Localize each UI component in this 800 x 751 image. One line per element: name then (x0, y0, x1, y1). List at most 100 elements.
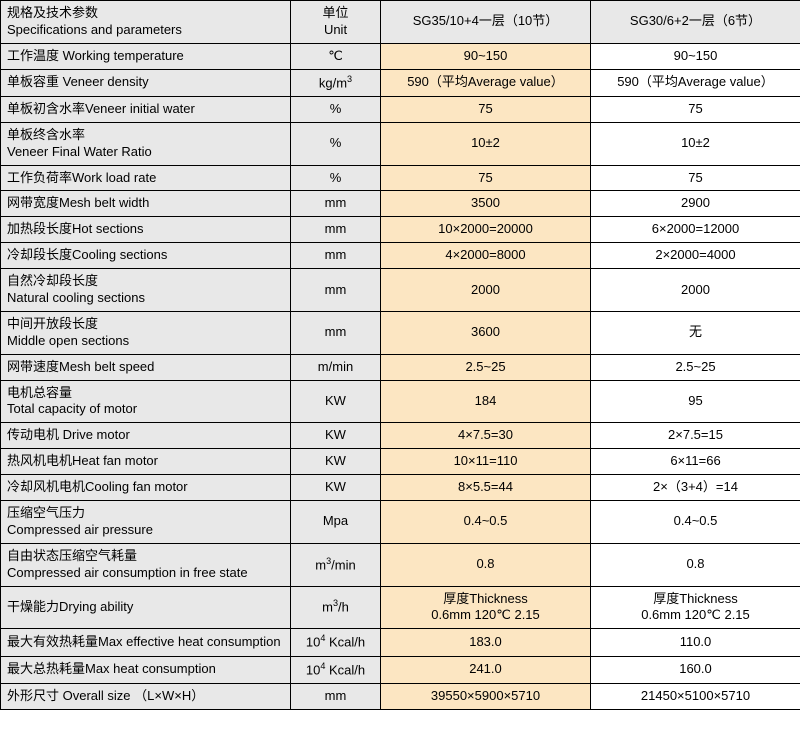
unit-cell: kg/m3 (291, 69, 381, 96)
value-b-cell: 590（平均Average value） (591, 69, 800, 96)
hdr-col-a: SG35/10+4一层（10节） (381, 1, 591, 44)
unit-cell: Mpa (291, 501, 381, 544)
spec-table: 规格及技术参数Specifications and parameters 单位U… (0, 0, 800, 710)
table-row: 冷却风机电机Cooling fan motorKW8×5.5=442×（3+4）… (1, 475, 800, 501)
value-a-cell: 厚度Thickness0.6mm 120℃ 2.15 (381, 586, 591, 629)
spec-cell: 加热段长度Hot sections (1, 217, 291, 243)
table-row: 最大有效热耗量Max effective heat consumption104… (1, 629, 800, 656)
unit-cell: ℃ (291, 43, 381, 69)
value-a-cell: 4×2000=8000 (381, 243, 591, 269)
unit-cell: m3/min (291, 543, 381, 586)
value-a-cell: 2.5~25 (381, 354, 591, 380)
unit-cell: KW (291, 475, 381, 501)
table-row: 压缩空气压力Compressed air pressureMpa0.4~0.50… (1, 501, 800, 544)
spec-cell: 网带速度Mesh belt speed (1, 354, 291, 380)
value-a-cell: 75 (381, 96, 591, 122)
unit-cell: 104 Kcal/h (291, 656, 381, 683)
table-row: 电机总容量Total capacity of motorKW18495 (1, 380, 800, 423)
value-a-cell: 75 (381, 165, 591, 191)
table-row: 网带宽度Mesh belt widthmm35002900 (1, 191, 800, 217)
unit-cell: % (291, 165, 381, 191)
table-row: 冷却段长度Cooling sectionsmm4×2000=80002×2000… (1, 243, 800, 269)
spec-cell: 干燥能力Drying ability (1, 586, 291, 629)
value-a-cell: 90~150 (381, 43, 591, 69)
unit-cell: mm (291, 311, 381, 354)
table-row: 网带速度Mesh belt speedm/min2.5~252.5~25 (1, 354, 800, 380)
value-a-cell: 590（平均Average value） (381, 69, 591, 96)
spec-cell: 热风机电机Heat fan motor (1, 449, 291, 475)
value-a-cell: 183.0 (381, 629, 591, 656)
table-row: 热风机电机Heat fan motorKW10×11=1106×11=66 (1, 449, 800, 475)
spec-cell: 冷却段长度Cooling sections (1, 243, 291, 269)
table-row: 单板初含水率Veneer initial water%7575 (1, 96, 800, 122)
table-row: 自然冷却段长度Natural cooling sectionsmm2000200… (1, 269, 800, 312)
value-a-cell: 2000 (381, 269, 591, 312)
table-row: 单板终含水率Veneer Final Water Ratio%10±210±2 (1, 122, 800, 165)
hdr-spec: 规格及技术参数Specifications and parameters (1, 1, 291, 44)
value-b-cell: 2.5~25 (591, 354, 800, 380)
spec-cell: 传动电机 Drive motor (1, 423, 291, 449)
value-b-cell: 2×（3+4）=14 (591, 475, 800, 501)
value-b-cell: 6×2000=12000 (591, 217, 800, 243)
value-b-cell: 厚度Thickness0.6mm 120℃ 2.15 (591, 586, 800, 629)
value-b-cell: 10±2 (591, 122, 800, 165)
table-row: 中间开放段长度Middle open sectionsmm3600无 (1, 311, 800, 354)
table-row: 外形尺寸 Overall size （L×W×H）mm39550×5900×57… (1, 683, 800, 709)
table-row: 传动电机 Drive motorKW4×7.5=302×7.5=15 (1, 423, 800, 449)
value-b-cell: 2000 (591, 269, 800, 312)
value-a-cell: 241.0 (381, 656, 591, 683)
value-b-cell: 160.0 (591, 656, 800, 683)
unit-cell: mm (291, 191, 381, 217)
unit-cell: mm (291, 269, 381, 312)
value-b-cell: 0.4~0.5 (591, 501, 800, 544)
spec-cell: 最大有效热耗量Max effective heat consumption (1, 629, 291, 656)
unit-cell: mm (291, 243, 381, 269)
unit-cell: KW (291, 449, 381, 475)
spec-cell: 工作温度 Working temperature (1, 43, 291, 69)
value-a-cell: 10±2 (381, 122, 591, 165)
unit-cell: m/min (291, 354, 381, 380)
spec-cell: 单板容重 Veneer density (1, 69, 291, 96)
value-a-cell: 184 (381, 380, 591, 423)
value-a-cell: 3500 (381, 191, 591, 217)
hdr-col-b: SG30/6+2一层（6节） (591, 1, 800, 44)
value-b-cell: 6×11=66 (591, 449, 800, 475)
unit-cell: % (291, 96, 381, 122)
spec-cell: 电机总容量Total capacity of motor (1, 380, 291, 423)
unit-cell: m3/h (291, 586, 381, 629)
value-a-cell: 0.8 (381, 543, 591, 586)
value-a-cell: 10×2000=20000 (381, 217, 591, 243)
value-b-cell: 21450×5100×5710 (591, 683, 800, 709)
table-row: 工作温度 Working temperature℃90~15090~150 (1, 43, 800, 69)
table-row: 工作负荷率Work load rate%7575 (1, 165, 800, 191)
spec-cell: 自然冷却段长度Natural cooling sections (1, 269, 291, 312)
spec-cell: 网带宽度Mesh belt width (1, 191, 291, 217)
table-row: 单板容重 Veneer densitykg/m3590（平均Average va… (1, 69, 800, 96)
unit-cell: mm (291, 683, 381, 709)
table-row: 加热段长度Hot sectionsmm10×2000=200006×2000=1… (1, 217, 800, 243)
value-b-cell: 110.0 (591, 629, 800, 656)
unit-cell: 104 Kcal/h (291, 629, 381, 656)
spec-cell: 压缩空气压力Compressed air pressure (1, 501, 291, 544)
unit-cell: % (291, 122, 381, 165)
value-b-cell: 75 (591, 96, 800, 122)
table-row: 自由状态压缩空气耗量Compressed air consumption in … (1, 543, 800, 586)
value-a-cell: 0.4~0.5 (381, 501, 591, 544)
spec-cell: 自由状态压缩空气耗量Compressed air consumption in … (1, 543, 291, 586)
value-b-cell: 2900 (591, 191, 800, 217)
value-a-cell: 10×11=110 (381, 449, 591, 475)
spec-cell: 工作负荷率Work load rate (1, 165, 291, 191)
unit-cell: KW (291, 380, 381, 423)
value-a-cell: 8×5.5=44 (381, 475, 591, 501)
value-b-cell: 2×2000=4000 (591, 243, 800, 269)
spec-cell: 单板初含水率Veneer initial water (1, 96, 291, 122)
table-row: 干燥能力Drying abilitym3/h厚度Thickness0.6mm 1… (1, 586, 800, 629)
spec-cell: 冷却风机电机Cooling fan motor (1, 475, 291, 501)
value-b-cell: 95 (591, 380, 800, 423)
spec-cell: 单板终含水率Veneer Final Water Ratio (1, 122, 291, 165)
value-b-cell: 无 (591, 311, 800, 354)
value-b-cell: 75 (591, 165, 800, 191)
value-a-cell: 4×7.5=30 (381, 423, 591, 449)
value-b-cell: 2×7.5=15 (591, 423, 800, 449)
unit-cell: KW (291, 423, 381, 449)
